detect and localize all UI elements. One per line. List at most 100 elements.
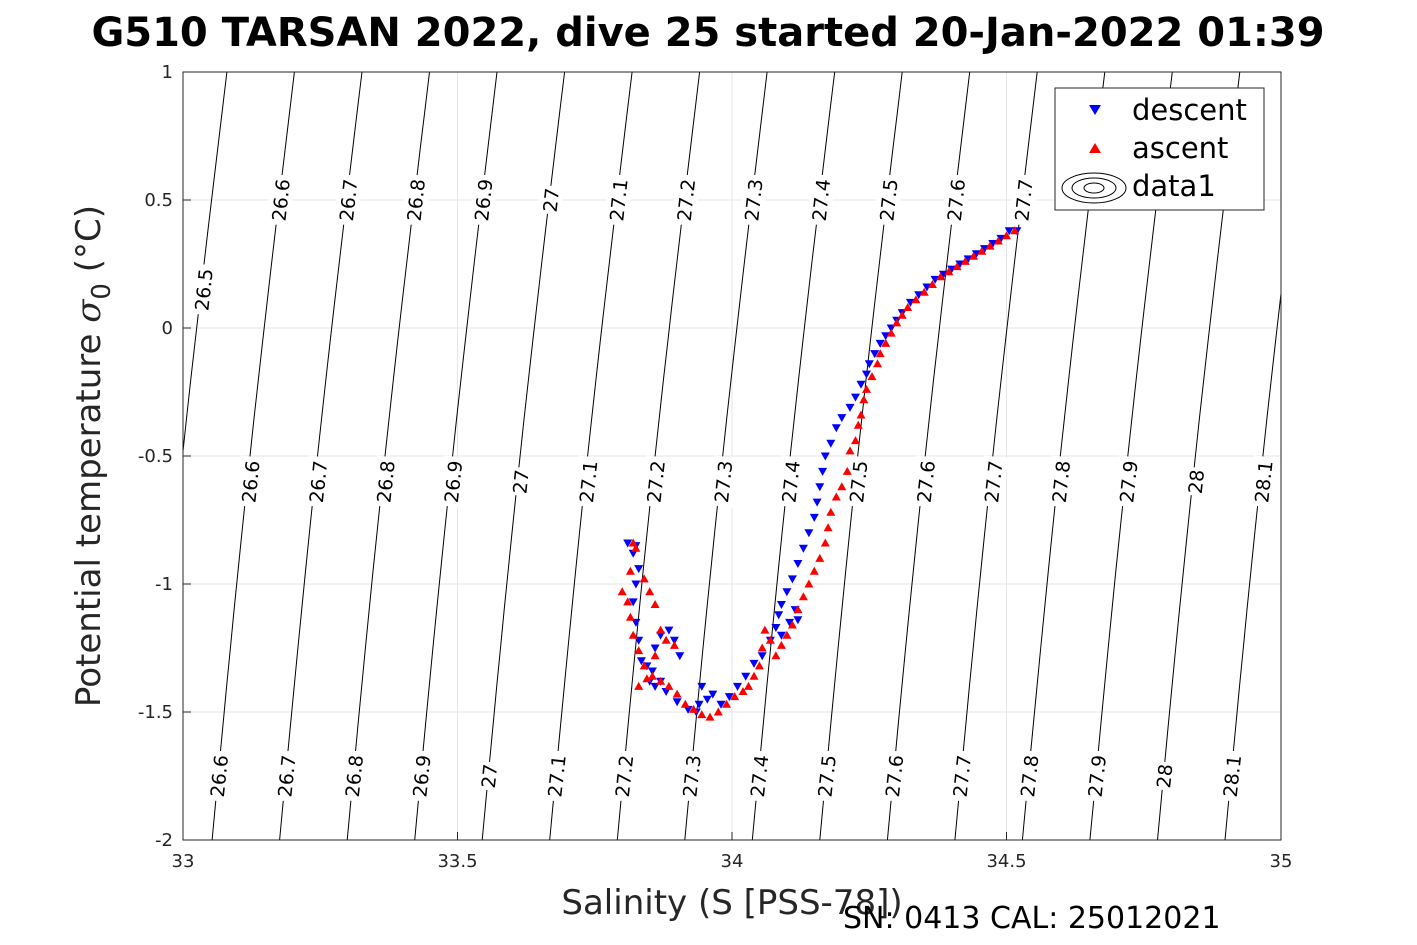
- contour-label: 26.7: [303, 455, 333, 508]
- legend-ascent-label: ascent: [1132, 131, 1228, 165]
- y-axis-ticks: -2 -1.5 -1 -0.5 0 0.5 1: [138, 62, 191, 851]
- contour-label: 26.8: [401, 173, 431, 227]
- contour-label-gap: [271, 749, 302, 803]
- contour-label-gap: [537, 184, 565, 216]
- contour-label: 28: [1182, 466, 1210, 497]
- descent-marker: [708, 690, 718, 699]
- contour-line: [183, 72, 228, 457]
- ascent-marker: [985, 241, 995, 250]
- descent-marker: [988, 240, 998, 248]
- contour-label: 27.3: [708, 455, 738, 508]
- contour-label: 27: [475, 760, 503, 792]
- ascent-marker: [754, 661, 764, 670]
- contour-label-gap: [1248, 455, 1278, 508]
- descent-marker: [664, 626, 674, 635]
- descent-marker: [980, 245, 989, 254]
- descent-marker: [862, 370, 871, 379]
- contour-label: 27.1: [573, 455, 603, 508]
- legend-data1-label: data1: [1132, 169, 1216, 203]
- ascent-marker: [911, 295, 921, 304]
- contour-label-text: 27: [509, 469, 533, 495]
- ascent-marker: [969, 251, 979, 260]
- ascent-marker: [647, 671, 657, 680]
- contour-label-gap: [843, 455, 873, 508]
- contour-label-gap: [911, 455, 941, 508]
- ascent-marker: [617, 587, 627, 596]
- contour-label-text: 27.8: [1049, 460, 1075, 504]
- ascent-marker: [873, 359, 882, 368]
- contour-label: 27: [537, 184, 565, 216]
- ascent-marker: [628, 538, 638, 547]
- ascent-marker: [944, 267, 954, 276]
- ascent-marker: [642, 674, 652, 683]
- ascent-marker: [851, 436, 860, 445]
- contour-label-gap: [873, 173, 904, 227]
- descent-marker: [922, 283, 932, 292]
- descent-marker: [702, 695, 712, 704]
- contour-label-text: 28: [1153, 763, 1177, 789]
- contour-label: 27.6: [941, 173, 971, 227]
- descent-marker: [634, 636, 644, 645]
- y-tick-label: -1: [155, 574, 173, 595]
- contour-label-gap: [1217, 749, 1247, 803]
- x-tick-label: 33: [172, 851, 195, 872]
- ascent-marker: [705, 712, 715, 721]
- ascent-marker: [749, 671, 759, 680]
- contour-label-text: 27.4: [809, 178, 835, 222]
- contour-label-text: 27.9: [1116, 460, 1142, 504]
- descent-marker: [672, 698, 682, 707]
- contour-label: 27.8: [1014, 749, 1044, 803]
- ascent-marker: [927, 280, 937, 288]
- ascent-marker: [787, 620, 797, 629]
- ascent-marker: [765, 635, 775, 644]
- contour-label-text: 26.6: [238, 460, 264, 504]
- ascent-marker: [798, 592, 808, 601]
- descent-marker: [963, 255, 973, 264]
- contour-label: 27.9: [1082, 749, 1112, 803]
- contour-label-gap: [189, 263, 219, 316]
- descent-marker: [656, 631, 666, 640]
- contour-label-gap: [1113, 455, 1143, 508]
- x-tick-label: 34: [721, 851, 744, 872]
- y-tick-label: -1.5: [138, 702, 173, 723]
- contour-label: 28.1: [1248, 455, 1278, 508]
- descent-marker: [628, 598, 638, 607]
- contour-label: 27.2: [671, 173, 701, 227]
- descent-marker: [669, 636, 679, 645]
- contour-label: 27.5: [812, 749, 842, 803]
- ascent-marker: [697, 710, 707, 719]
- x-axis-ticks: 33 33.5 34 34.5 35: [172, 832, 1292, 872]
- ascent-marker: [639, 574, 649, 583]
- descent-marker: [798, 544, 808, 553]
- contour-label-text: 26.9: [409, 754, 435, 798]
- legend: descent ascent data1: [1054, 87, 1265, 211]
- descent-marker: [776, 601, 786, 609]
- ascent-marker: [793, 605, 803, 614]
- ascent-marker: [689, 704, 699, 713]
- contour-label: 28: [1150, 760, 1178, 792]
- descent-marker: [812, 498, 822, 507]
- contour-label-gap: [401, 173, 431, 227]
- ascent-marker: [634, 681, 644, 690]
- descent-marker: [661, 688, 671, 696]
- grid-lines: [183, 72, 1281, 840]
- descent-marker: [845, 403, 855, 412]
- ascent-marker: [859, 395, 869, 404]
- contour-label: 27.5: [873, 173, 904, 227]
- descent-marker: [1004, 227, 1014, 236]
- ascent-marker: [823, 523, 833, 532]
- contour-label: 27: [507, 466, 535, 497]
- ascent-marker: [623, 597, 633, 606]
- contour-label: 27.4: [806, 173, 836, 227]
- contour-label-gap: [812, 749, 842, 803]
- contour-label-gap: [671, 173, 701, 227]
- contour-label: 27.7: [978, 455, 1008, 508]
- contour-label: 27.3: [677, 749, 707, 803]
- contour-label-gap: [1014, 749, 1044, 803]
- descent-marker: [733, 682, 742, 691]
- descent-marker: [787, 575, 797, 584]
- y-tick-label: -2: [155, 830, 173, 851]
- contour-label: 26.8: [371, 455, 401, 508]
- descent-marker: [905, 298, 915, 307]
- descent-marker: [856, 380, 866, 389]
